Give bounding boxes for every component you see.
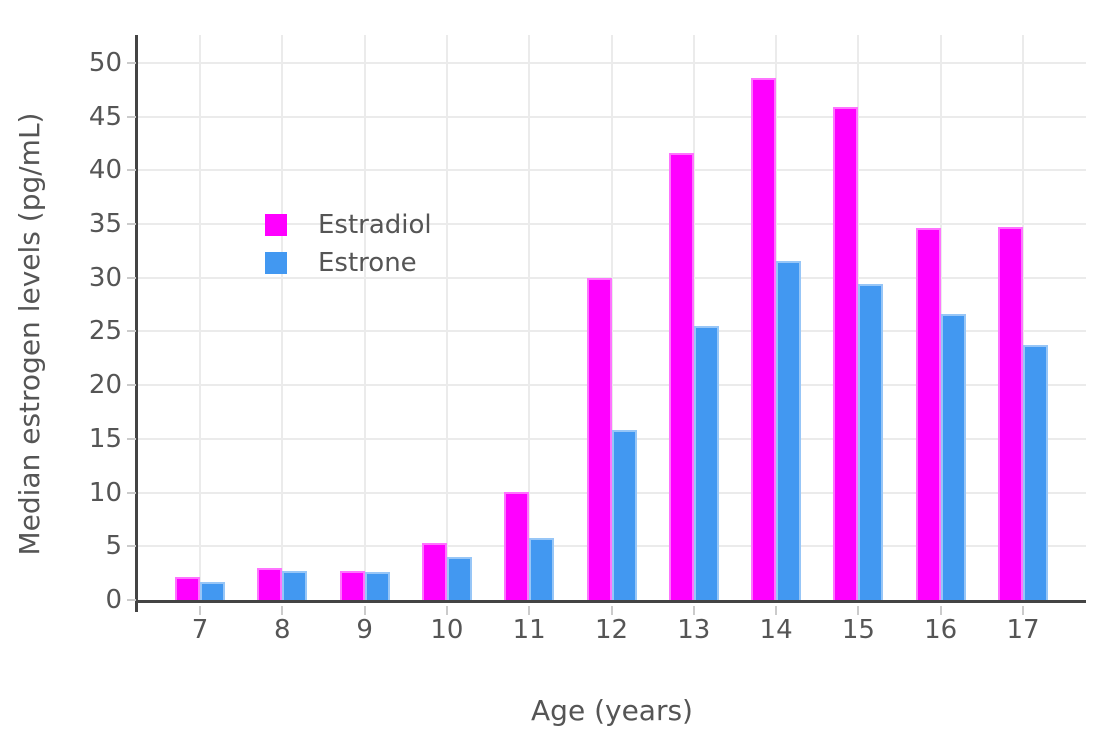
v-gridline-11 xyxy=(528,35,531,600)
y-axis-title: Median estrogen levels (pg/mL) xyxy=(13,112,46,556)
bar-estradiol-15 xyxy=(833,107,858,600)
y-tick-mark-35 xyxy=(127,223,136,226)
x-tick-mark-7 xyxy=(199,606,201,615)
legend-label-estrone: Estrone xyxy=(318,248,417,278)
bar-estrone-16 xyxy=(941,314,966,600)
y-tick-label-15: 15 xyxy=(88,423,122,454)
legend-label-estradiol: Estradiol xyxy=(318,210,432,240)
y-tick-mark-40 xyxy=(127,169,136,172)
x-tick-label-15: 15 xyxy=(841,615,875,645)
bar-estradiol-10 xyxy=(422,543,447,600)
y-tick-mark-15 xyxy=(127,437,136,440)
bar-estrone-17 xyxy=(1023,345,1048,600)
x-tick-mark-17 xyxy=(1022,606,1024,615)
y-tick-label-0: 0 xyxy=(105,585,122,615)
y-axis-line xyxy=(135,35,138,612)
h-gridline-20 xyxy=(138,384,1086,387)
bar-estradiol-14 xyxy=(751,78,776,600)
y-tick-label-50: 50 xyxy=(88,47,122,78)
bar-estradiol-16 xyxy=(916,228,941,600)
y-tick-mark-20 xyxy=(127,384,136,387)
legend-item-estradiol[interactable]: Estradiol xyxy=(265,210,432,240)
x-tick-mark-12 xyxy=(610,606,613,615)
bar-estradiol-17 xyxy=(998,227,1023,600)
y-tick-label-10: 10 xyxy=(88,477,122,508)
bar-estradiol-11 xyxy=(504,492,529,600)
y-tick-mark-5 xyxy=(127,545,136,548)
x-tick-mark-13 xyxy=(692,606,695,615)
bar-estrone-13 xyxy=(694,326,719,600)
x-tick-mark-10 xyxy=(445,606,448,615)
x-tick-label-7: 7 xyxy=(191,615,209,645)
h-gridline-50 xyxy=(138,61,1086,64)
y-tick-mark-45 xyxy=(127,115,136,118)
v-gridline-10 xyxy=(445,35,448,600)
legend: Estradiol Estrone xyxy=(265,210,432,290)
y-tick-mark-10 xyxy=(127,491,136,494)
h-gridline-40 xyxy=(138,169,1086,172)
bar-estrone-15 xyxy=(858,284,883,600)
x-tick-label-14: 14 xyxy=(759,615,793,645)
y-tick-mark-50 xyxy=(127,61,136,64)
v-gridline-17 xyxy=(1022,35,1024,600)
x-tick-mark-14 xyxy=(775,606,778,615)
x-tick-mark-15 xyxy=(857,606,860,615)
bar-estrone-11 xyxy=(529,538,554,600)
v-gridline-9 xyxy=(363,35,366,600)
x-tick-mark-16 xyxy=(939,606,942,615)
y-tick-label-30: 30 xyxy=(88,262,122,293)
bar-estradiol-8 xyxy=(257,568,282,600)
x-tick-mark-8 xyxy=(281,606,284,615)
h-gridline-35 xyxy=(138,223,1086,226)
x-tick-label-13: 13 xyxy=(677,615,711,645)
x-tick-label-9: 9 xyxy=(356,615,373,645)
bar-estrone-8 xyxy=(282,571,307,600)
y-tick-label-45: 45 xyxy=(88,101,122,132)
y-tick-mark-0 xyxy=(127,599,136,601)
legend-item-estrone[interactable]: Estrone xyxy=(265,248,432,278)
y-tick-label-5: 5 xyxy=(105,531,122,562)
x-tick-label-10: 10 xyxy=(430,615,464,645)
x-tick-label-17: 17 xyxy=(1006,615,1040,645)
bar-estradiol-7 xyxy=(175,577,200,600)
h-gridline-25 xyxy=(138,330,1086,333)
y-tick-label-25: 25 xyxy=(88,316,122,347)
x-axis-title: Age (years) xyxy=(531,694,693,727)
bar-estrone-12 xyxy=(612,430,637,600)
y-tick-label-40: 40 xyxy=(88,155,122,186)
legend-swatch-estradiol xyxy=(265,214,287,236)
bar-estrone-9 xyxy=(365,572,390,600)
h-gridline-30 xyxy=(138,276,1086,279)
x-tick-label-12: 12 xyxy=(594,615,629,645)
plot-area: Estradiol Estrone 0 5 10 15 20 25 30 35 40 45 50 7 8 9… xyxy=(89,35,1086,644)
bar-estrone-7 xyxy=(200,582,225,600)
bar-estrone-10 xyxy=(447,557,472,600)
x-tick-label-11: 11 xyxy=(512,615,546,645)
y-tick-label-20: 20 xyxy=(88,370,122,401)
v-gridline-7 xyxy=(199,35,201,600)
bar-estrone-14 xyxy=(776,261,801,600)
x-tick-mark-9 xyxy=(363,606,366,615)
x-tick-label-8: 8 xyxy=(274,615,291,645)
y-tick-mark-30 xyxy=(127,276,136,279)
bar-estradiol-9 xyxy=(340,571,365,600)
legend-swatch-estrone xyxy=(265,252,287,274)
bar-estradiol-13 xyxy=(669,153,694,600)
y-tick-mark-25 xyxy=(127,330,136,333)
v-gridline-8 xyxy=(281,35,284,600)
bar-estradiol-12 xyxy=(587,278,612,600)
x-tick-mark-11 xyxy=(528,606,531,615)
x-axis-line xyxy=(135,600,1086,603)
h-gridline-45 xyxy=(138,115,1086,118)
y-tick-label-35: 35 xyxy=(88,209,122,240)
x-tick-label-16: 16 xyxy=(924,615,958,645)
